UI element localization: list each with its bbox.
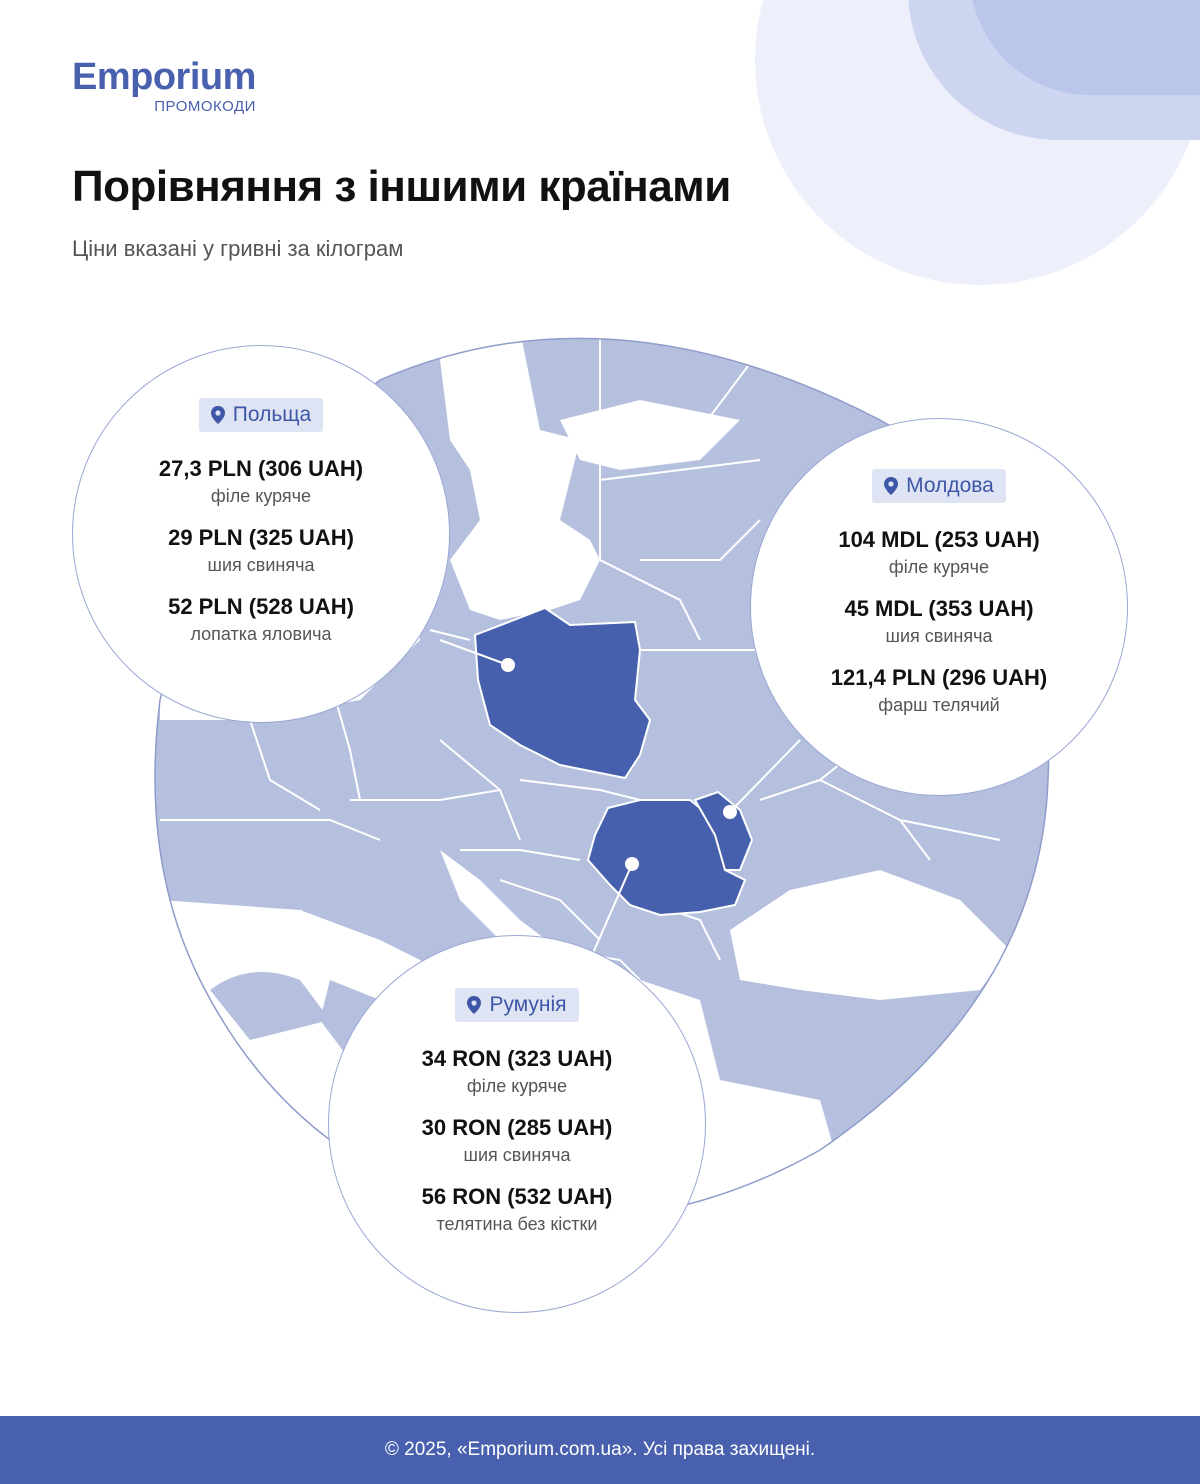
price-value: 34 RON (323 UAH) (421, 1046, 613, 1071)
price-item: філе куряче (210, 486, 312, 506)
footer: © 2025, «Emporium.com.ua». Усі права зах… (0, 1416, 1200, 1484)
price-value: 29 PLN (325 UAH) (168, 525, 354, 550)
country-name: Румунія (489, 993, 567, 1016)
country-card-moldova: Молдова 104 MDL (253 UAH) філе куряче 45… (750, 418, 1128, 796)
price-item: шия свиняча (885, 626, 993, 646)
location-pin-icon (467, 996, 482, 1014)
price-item: лопатка яловича (190, 624, 332, 644)
page-title: Порівняння з іншими країнами (72, 162, 731, 211)
location-pin-icon (884, 477, 899, 495)
country-tag: Польща (198, 398, 324, 432)
romania-connector (589, 863, 633, 961)
moldova-marker-dot (723, 805, 737, 819)
price-item: філе куряче (466, 1076, 568, 1096)
moldova-connector (729, 739, 801, 813)
price-value: 27,3 PLN (306 UAH) (158, 456, 364, 481)
price-value: 121,4 PLN (296 UAH) (830, 665, 1048, 690)
logo[interactable]: Emporium ПРОМОКОДИ (72, 58, 256, 115)
price-value: 52 PLN (528 UAH) (168, 594, 354, 619)
country-tag: Молдова (872, 469, 1006, 503)
price-item: шия свиняча (207, 555, 315, 575)
logo-subtitle: ПРОМОКОДИ (154, 98, 256, 115)
country-card-poland: Польща 27,3 PLN (306 UAH) філе куряче 29… (72, 345, 450, 723)
country-name: Молдова (906, 474, 994, 497)
price-value: 30 RON (285 UAH) (421, 1115, 613, 1140)
price-value: 45 MDL (353 UAH) (844, 596, 1034, 621)
price-item: філе куряче (888, 557, 990, 577)
romania-marker-dot (625, 857, 639, 871)
poland-marker-dot (501, 658, 515, 672)
footer-copyright: © 2025, «Emporium.com.ua». Усі права зах… (384, 1439, 816, 1460)
logo-wordmark: Emporium (72, 56, 256, 98)
price-value: 104 MDL (253 UAH) (838, 527, 1040, 552)
price-value: 56 RON (532 UAH) (421, 1184, 613, 1209)
price-item: шия свиняча (463, 1145, 571, 1165)
location-pin-icon (210, 406, 225, 424)
country-tag: Румунія (455, 988, 579, 1022)
page-subtitle: Ціни вказані у гривні за кілограм (72, 236, 404, 261)
country-name: Польща (232, 403, 312, 426)
poland-connector (439, 639, 509, 666)
country-card-romania: Румунія 34 RON (323 UAH) філе куряче 30 … (328, 935, 706, 1313)
price-item: телятина без кістки (436, 1214, 598, 1234)
price-item: фарш телячий (878, 695, 1000, 715)
